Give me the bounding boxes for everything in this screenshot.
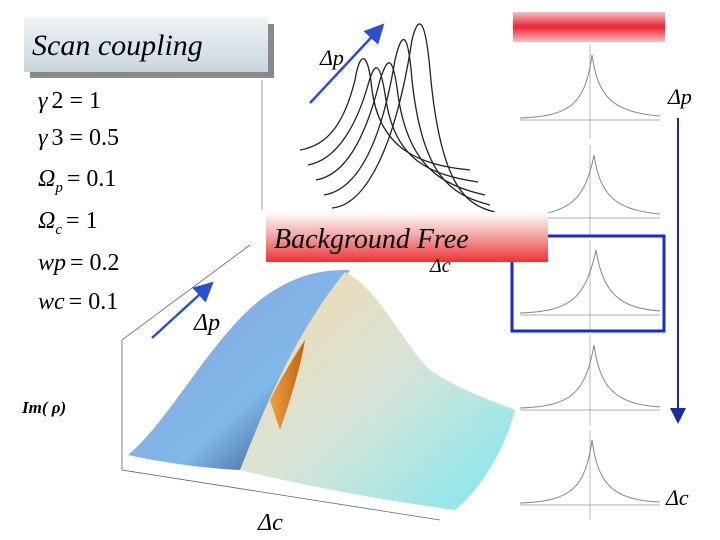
parameter-symbol: Ω	[38, 208, 55, 234]
parameter-symbol: Ω	[38, 166, 55, 192]
parameter: wc = 0.1	[38, 289, 118, 315]
title: Scan coupling	[32, 29, 203, 62]
parameter-symbol: wp	[38, 250, 66, 276]
parameter-value: 2 = 1	[51, 88, 101, 114]
red-bar	[513, 12, 665, 42]
title-box	[24, 18, 268, 72]
parameter-symbol: wc	[38, 289, 65, 315]
parameter-value: = 0.1	[69, 289, 119, 315]
parameter: Ωc = 1	[38, 208, 98, 238]
axis-label: Δp	[193, 310, 220, 336]
banner-box	[266, 212, 548, 262]
axis-label: Δc	[257, 510, 283, 536]
parameter-symbol: γ	[38, 88, 48, 114]
parameter-value: 3 = 0.5	[51, 125, 119, 151]
axis-label: Δp	[319, 45, 344, 70]
axis-label: Δc	[665, 485, 689, 510]
axis-label: Im( ρ)	[21, 398, 66, 417]
parameter-symbol: γ	[38, 125, 48, 151]
axis-label: Δp	[667, 84, 692, 109]
parameter: wp = 0.2	[38, 250, 120, 276]
banner: Background Free	[274, 224, 469, 255]
peak-plot	[261, 23, 496, 213]
parameter-sub: p	[54, 180, 63, 196]
parameter-value: = 1	[66, 208, 98, 234]
surface-plot	[121, 244, 515, 521]
parameter-sub: c	[55, 222, 62, 238]
arrow	[151, 281, 214, 339]
axis-label: Δc	[429, 255, 451, 277]
parameter: Ωp = 0.1	[38, 166, 116, 196]
parameter-value: = 0.1	[67, 166, 117, 192]
arrow	[309, 23, 385, 104]
small-plots	[510, 45, 666, 520]
parameter-value: = 0.2	[70, 250, 120, 276]
